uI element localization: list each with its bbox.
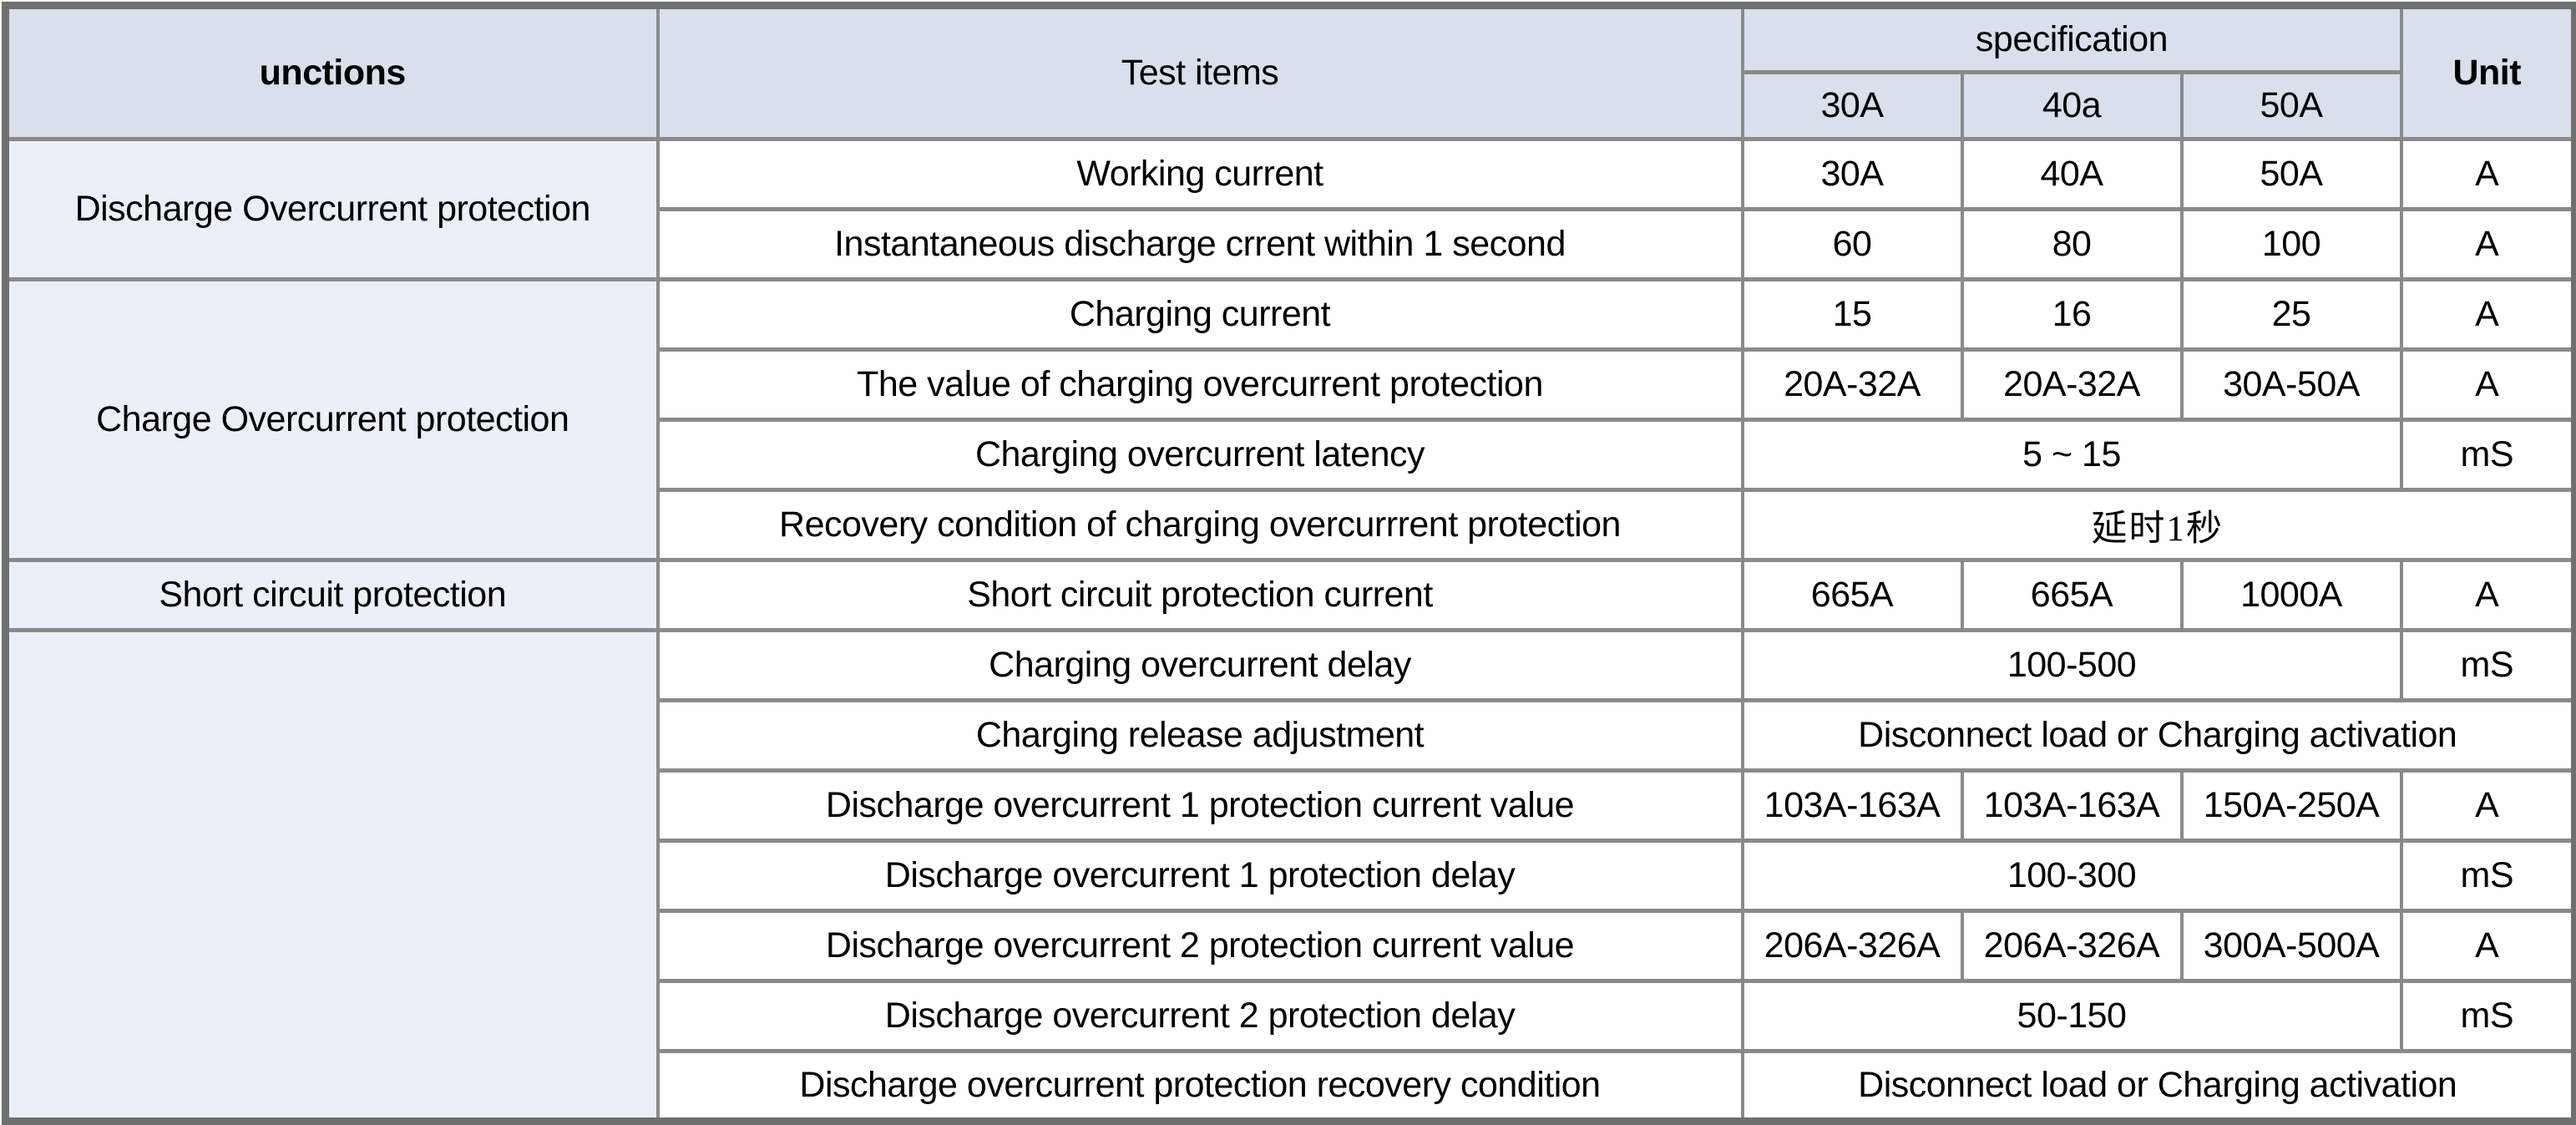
test-item-cell: Charging overcurrent delay <box>655 628 1744 702</box>
function-cell: Discharge Overcurrent protection <box>3 137 660 281</box>
test-item-cell: Discharge overcurrent protection recover… <box>655 1049 1744 1123</box>
test-item-cell: Short circuit protection current <box>655 558 1744 632</box>
spec-value-cell: 100 <box>2179 207 2403 281</box>
unit-cell: A <box>2399 909 2576 983</box>
spec-value-cell: 15 <box>1740 277 1964 352</box>
spec-value-cell: 103A-163A <box>1740 768 1964 843</box>
table-row: Recovery condition of charging overcurrr… <box>6 488 2576 562</box>
table-row: The value of charging overcurrent protec… <box>6 347 2576 422</box>
spec-span-value-cell: 50-150 <box>1740 979 2403 1053</box>
header-spec-col-50a: 50A <box>2179 70 2403 141</box>
spec-value-cell: 16 <box>1960 277 2184 352</box>
table-row: Charging release adjustment Disconnect l… <box>6 698 2576 773</box>
unit-cell: mS <box>2399 979 2576 1053</box>
test-item-cell: Discharge overcurrent 2 protection curre… <box>655 909 1744 983</box>
spec-full-span-value-cell: 延时1秒 <box>1740 488 2576 562</box>
function-cell: Charge Overcurrent protection <box>3 277 660 562</box>
spec-value-cell: 1000A <box>2179 558 2403 632</box>
spec-span-value-cell: 100-500 <box>1740 628 2403 702</box>
test-item-cell: Charging current <box>655 277 1744 352</box>
table-row: Discharge overcurrent 2 protection curre… <box>6 909 2576 983</box>
header-spec-col-30a: 30A <box>1740 70 1964 141</box>
table-row: Charging overcurrent delay 100-500 mS <box>3 628 2576 1123</box>
table-row: Discharge overcurrent protection recover… <box>6 1049 2576 1123</box>
spec-value-cell: 300A-500A <box>2179 909 2403 983</box>
test-item-cell: Instantaneous discharge crrent within 1 … <box>655 207 1744 281</box>
test-item-cell: Charging overcurrent latency <box>655 418 1744 492</box>
spec-value-cell: 40A <box>1960 137 2184 211</box>
header-spec-col-40a: 40a <box>1960 70 2184 141</box>
unit-cell: A <box>2399 137 2576 211</box>
unit-cell: A <box>2399 768 2576 843</box>
header-row-2: 30A 40a 50A <box>6 70 2575 141</box>
header-row-1: unctions Test items specification Unit <box>3 3 2576 141</box>
table-row: Charging overcurrent latency 5 ~ 15 mS <box>6 418 2576 492</box>
header-unit: Unit <box>2399 3 2576 141</box>
header-specification: specification <box>1740 3 2403 74</box>
table-row: Charge Overcurrent protection Charging c… <box>3 277 2576 562</box>
spec-value-cell: 25 <box>2179 277 2403 352</box>
table-row: Short circuit protection Short circuit p… <box>3 558 2576 632</box>
spec-value-cell: 30A-50A <box>2179 347 2403 422</box>
spec-value-cell: 206A-326A <box>1960 909 2184 983</box>
unit-cell: mS <box>2399 418 2576 492</box>
spec-value-cell: 50A <box>2179 137 2403 211</box>
unit-cell: mS <box>2399 839 2576 913</box>
spec-full-span-value-cell: Disconnect load or Charging activation <box>1740 698 2576 773</box>
test-item-cell: Discharge overcurrent 2 protection delay <box>655 979 1744 1053</box>
spec-full-span-value-cell: Disconnect load or Charging activation <box>1740 1049 2576 1123</box>
spec-value-cell: 150A-250A <box>2179 768 2403 843</box>
spec-value-cell: 60 <box>1740 207 1964 281</box>
spec-value-cell: 665A <box>1740 558 1964 632</box>
test-item-cell: Discharge overcurrent 1 protection curre… <box>655 768 1744 843</box>
table-row: Discharge Overcurrent protection Working… <box>3 137 2576 281</box>
table-row: Discharge overcurrent 1 protection curre… <box>6 768 2576 843</box>
spec-value-cell: 20A-32A <box>1740 347 1964 422</box>
table-row: Discharge overcurrent 1 protection delay… <box>6 839 2576 913</box>
unit-cell: A <box>2399 558 2576 632</box>
spec-value-cell: 30A <box>1740 137 1964 211</box>
spec-value-cell: 665A <box>1960 558 2184 632</box>
unit-cell: A <box>2399 347 2576 422</box>
unit-cell: A <box>2399 277 2576 352</box>
unit-cell: A <box>2399 207 2576 281</box>
spec-value-cell: 80 <box>1960 207 2184 281</box>
table-row: Discharge overcurrent 2 protection delay… <box>6 979 2576 1053</box>
table-row: Instantaneous discharge crrent within 1 … <box>6 207 2576 281</box>
spec-value-cell: 206A-326A <box>1740 909 1964 983</box>
unit-cell: mS <box>2399 628 2576 702</box>
test-item-cell: Recovery condition of charging overcurrr… <box>655 488 1744 562</box>
test-item-cell: Charging release adjustment <box>655 698 1744 773</box>
spec-value-cell: 20A-32A <box>1960 347 2184 422</box>
function-cell: Short circuit protection <box>3 558 660 632</box>
test-item-cell: Working current <box>655 137 1744 211</box>
spec-value-cell: 103A-163A <box>1960 768 2184 843</box>
test-item-cell: The value of charging overcurrent protec… <box>655 347 1744 422</box>
header-test-items: Test items <box>655 3 1744 141</box>
spec-span-value-cell: 100-300 <box>1740 839 2403 913</box>
function-cell <box>3 628 660 1123</box>
test-item-cell: Discharge overcurrent 1 protection delay <box>655 839 1744 913</box>
spec-span-value-cell: 5 ~ 15 <box>1740 418 2403 492</box>
header-functions: unctions <box>3 3 660 141</box>
